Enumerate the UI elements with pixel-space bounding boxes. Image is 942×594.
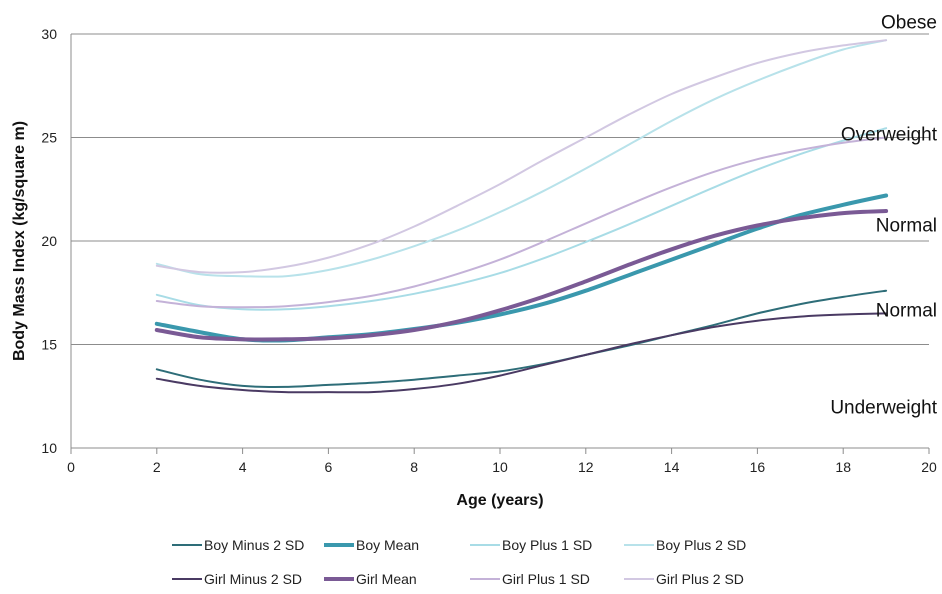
- series-line-girl-plus-2-sd: [155, 39, 888, 274]
- x-tick-label: 14: [664, 459, 680, 475]
- x-tick-label: 10: [492, 459, 508, 475]
- y-axis-title: Body Mass Index (kg/square m): [11, 121, 28, 361]
- grid-lines: [71, 33, 929, 345]
- series-lines: [154, 39, 889, 394]
- x-tick-label: 20: [921, 459, 937, 475]
- legend: Boy Minus 2 SD Boy Mean Boy Plus 1 SD Boy P…: [172, 537, 746, 587]
- x-tick-label: 0: [67, 459, 75, 475]
- series-line-boy-plus-1-sd: [155, 127, 888, 311]
- x-tick-label: 18: [835, 459, 851, 475]
- y-tick-label: 15: [41, 337, 57, 353]
- legend-label-girl-plus-1-sd: Girl Plus 1 SD: [502, 571, 590, 587]
- x-tick-labels: 0 2 4 6 8 10 12 14 16 18 20: [67, 459, 937, 475]
- legend-label-girl-plus-2-sd: Girl Plus 2 SD: [656, 571, 744, 587]
- x-tick-label: 12: [578, 459, 594, 475]
- annotation-overweight: Overweight: [841, 124, 938, 145]
- series-line-boy-plus-2-sd: [155, 39, 888, 278]
- series-line-girl-mean: [154, 209, 889, 342]
- legend-label-girl-minus-2-sd: Girl Minus 2 SD: [204, 571, 302, 587]
- legend-label-boy-minus-2-sd: Boy Minus 2 SD: [204, 537, 304, 553]
- series-line-girl-minus-2-sd: [155, 312, 888, 394]
- y-tick-labels: 10 15 20 25 30: [41, 26, 57, 456]
- x-axis-title: Age (years): [456, 492, 543, 509]
- series-line-girl-plus-1-sd: [155, 136, 888, 309]
- x-tick-label: 8: [410, 459, 418, 475]
- category-annotations: Obese Overweight Normal Normal Underweight: [830, 13, 937, 419]
- y-tick-label: 30: [41, 26, 57, 42]
- annotation-underweight: Underweight: [830, 398, 937, 419]
- annotation-normal: Normal: [876, 215, 937, 236]
- legend-label-girl-mean: Girl Mean: [356, 571, 417, 587]
- legend-label-boy-plus-1-sd: Boy Plus 1 SD: [502, 537, 592, 553]
- legend-label-boy-plus-2-sd: Boy Plus 2 SD: [656, 537, 746, 553]
- y-tick-label: 25: [41, 130, 57, 146]
- x-tick-label: 16: [750, 459, 766, 475]
- x-tick-label: 6: [325, 459, 333, 475]
- y-tick-label: 20: [41, 233, 57, 249]
- annotation-normal: Normal: [876, 300, 937, 321]
- annotation-obese: Obese: [881, 13, 937, 34]
- x-tick-label: 4: [239, 459, 247, 475]
- legend-label-boy-mean: Boy Mean: [356, 537, 419, 553]
- axes: [70, 34, 930, 454]
- series-line-boy-minus-2-sd: [155, 289, 888, 388]
- y-tick-label: 10: [41, 440, 57, 456]
- x-tick-label: 2: [153, 459, 161, 475]
